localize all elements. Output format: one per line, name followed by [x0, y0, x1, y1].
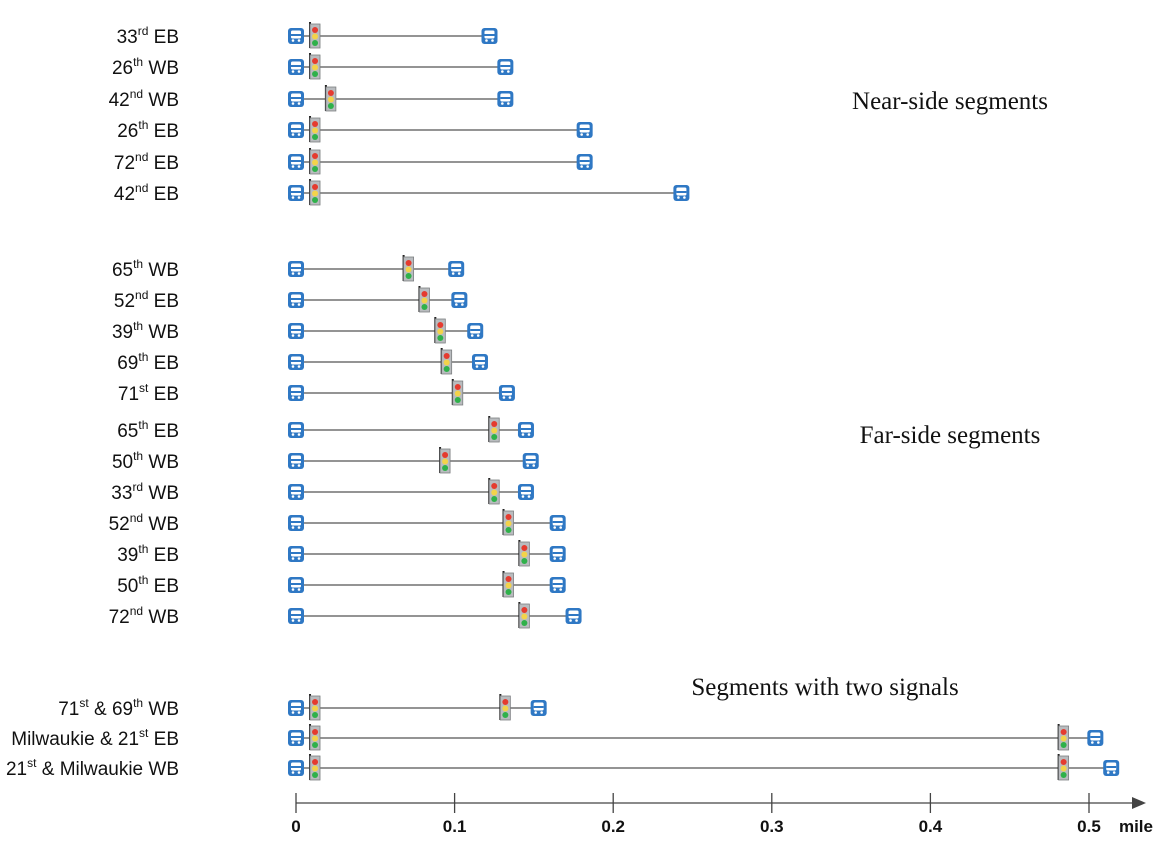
- bus-stop-end-icon: [565, 608, 582, 624]
- group-label: Far-side segments: [860, 422, 1041, 449]
- traffic-signal-icon: [488, 416, 500, 443]
- bus-stop-start-icon: [288, 484, 304, 500]
- x-tick-label: 0: [291, 817, 300, 836]
- x-axis-arrow-icon: [1132, 797, 1146, 809]
- bus-stop-start-icon: [288, 261, 304, 277]
- bus-stop-start-icon: [288, 453, 304, 469]
- bus-stop-end-icon: [471, 354, 488, 370]
- traffic-signal-icon: [309, 724, 321, 751]
- bus-stop-start-icon: [288, 323, 304, 339]
- bus-stop-end-icon: [467, 323, 484, 339]
- row-label: 39th EB: [117, 542, 179, 566]
- bus-stop-end-icon: [451, 292, 468, 308]
- bus-stop-start-icon: [288, 730, 304, 746]
- row-label: 52nd WB: [109, 511, 179, 535]
- row-label: 50th WB: [112, 449, 179, 473]
- bus-stop-start-icon: [288, 91, 304, 107]
- bus-stop-start-icon: [288, 700, 304, 716]
- row-label: 42nd EB: [114, 181, 179, 205]
- traffic-signal-icon: [1057, 754, 1070, 781]
- bus-stop-end-icon: [517, 484, 534, 500]
- bus-stop-end-icon: [498, 385, 515, 401]
- traffic-signal-icon: [309, 754, 321, 781]
- row-label: 72nd EB: [114, 150, 179, 174]
- group-label: Segments with two signals: [691, 674, 958, 701]
- row-label: 26th WB: [112, 55, 179, 79]
- traffic-signal-icon: [1057, 724, 1070, 751]
- bus-stop-end-icon: [1103, 760, 1120, 776]
- bus-stop-end-icon: [576, 122, 593, 138]
- traffic-signal-icon: [502, 571, 514, 598]
- bus-stop-end-icon: [481, 28, 498, 44]
- x-tick-label: 0.1: [443, 817, 467, 836]
- x-tick-label: 0.5: [1077, 817, 1101, 836]
- traffic-signal-icon: [518, 540, 530, 567]
- group-label: Near-side segments: [852, 88, 1048, 115]
- traffic-signal-icon: [309, 694, 321, 721]
- x-tick-label: 0.2: [601, 817, 625, 836]
- bus-stop-start-icon: [288, 354, 304, 370]
- traffic-signal-icon: [418, 286, 430, 313]
- x-tick-label: 0.4: [919, 817, 943, 836]
- row-label: 42nd WB: [109, 87, 179, 111]
- row-label: 39th WB: [112, 319, 179, 343]
- traffic-signal-icon: [439, 447, 451, 474]
- bus-stop-start-icon: [288, 59, 304, 75]
- row-label: 72nd WB: [109, 604, 179, 628]
- row-label: 52nd EB: [114, 288, 179, 312]
- bus-stop-start-icon: [288, 292, 304, 308]
- bus-stop-start-icon: [288, 28, 304, 44]
- traffic-signal-icon: [518, 602, 530, 629]
- traffic-signal-icon: [488, 478, 500, 505]
- row-label: 33rd EB: [117, 24, 179, 48]
- traffic-signal-icon: [502, 509, 514, 536]
- row-label: 69th EB: [117, 350, 179, 374]
- traffic-signal-icon: [309, 53, 321, 80]
- bus-stop-start-icon: [288, 577, 304, 593]
- bus-stop-end-icon: [673, 185, 690, 201]
- row-label: 26th EB: [117, 118, 179, 142]
- row-label: 21st & Milwaukie WB: [6, 756, 179, 780]
- bus-stop-end-icon: [522, 453, 539, 469]
- x-axis-unit: mile: [1119, 817, 1153, 836]
- bus-stop-end-icon: [497, 91, 514, 107]
- bus-stop-end-icon: [530, 700, 547, 716]
- bus-stop-start-icon: [288, 546, 304, 562]
- bus-stop-end-icon: [497, 59, 514, 75]
- bus-stop-start-icon: [288, 385, 304, 401]
- traffic-signal-icon: [324, 85, 337, 112]
- traffic-signal-icon: [451, 379, 464, 406]
- row-label: 50th EB: [117, 573, 179, 597]
- bus-stop-start-icon: [288, 515, 304, 531]
- bus-stop-start-icon: [288, 185, 304, 201]
- bus-stop-end-icon: [517, 422, 534, 438]
- row-label: 65th EB: [117, 418, 179, 442]
- bus-stop-end-icon: [448, 261, 465, 277]
- x-tick-label: 0.3: [760, 817, 784, 836]
- traffic-signal-icon: [440, 348, 453, 375]
- row-label: 65th WB: [112, 257, 179, 281]
- bus-stop-end-icon: [549, 577, 566, 593]
- bus-stop-end-icon: [549, 546, 566, 562]
- bus-stop-start-icon: [288, 122, 304, 138]
- traffic-signal-icon: [434, 317, 446, 344]
- row-label: 71st EB: [118, 381, 179, 405]
- row-label: 71st & 69th WB: [58, 696, 179, 720]
- row-label: Milwaukie & 21st EB: [11, 726, 179, 750]
- bus-stop-start-icon: [288, 422, 304, 438]
- traffic-signal-icon: [309, 179, 321, 206]
- row-label: 33rd WB: [111, 480, 179, 504]
- traffic-signal-icon: [499, 694, 511, 721]
- bus-stop-start-icon: [288, 760, 304, 776]
- bus-stop-start-icon: [288, 608, 304, 624]
- traffic-signal-icon: [402, 255, 415, 282]
- traffic-signal-icon: [309, 22, 321, 49]
- bus-stop-end-icon: [576, 154, 593, 170]
- bus-stop-start-icon: [288, 154, 304, 170]
- bus-stop-end-icon: [1087, 730, 1104, 746]
- traffic-signal-icon: [309, 116, 321, 143]
- bus-stop-end-icon: [549, 515, 566, 531]
- traffic-signal-icon: [309, 148, 321, 175]
